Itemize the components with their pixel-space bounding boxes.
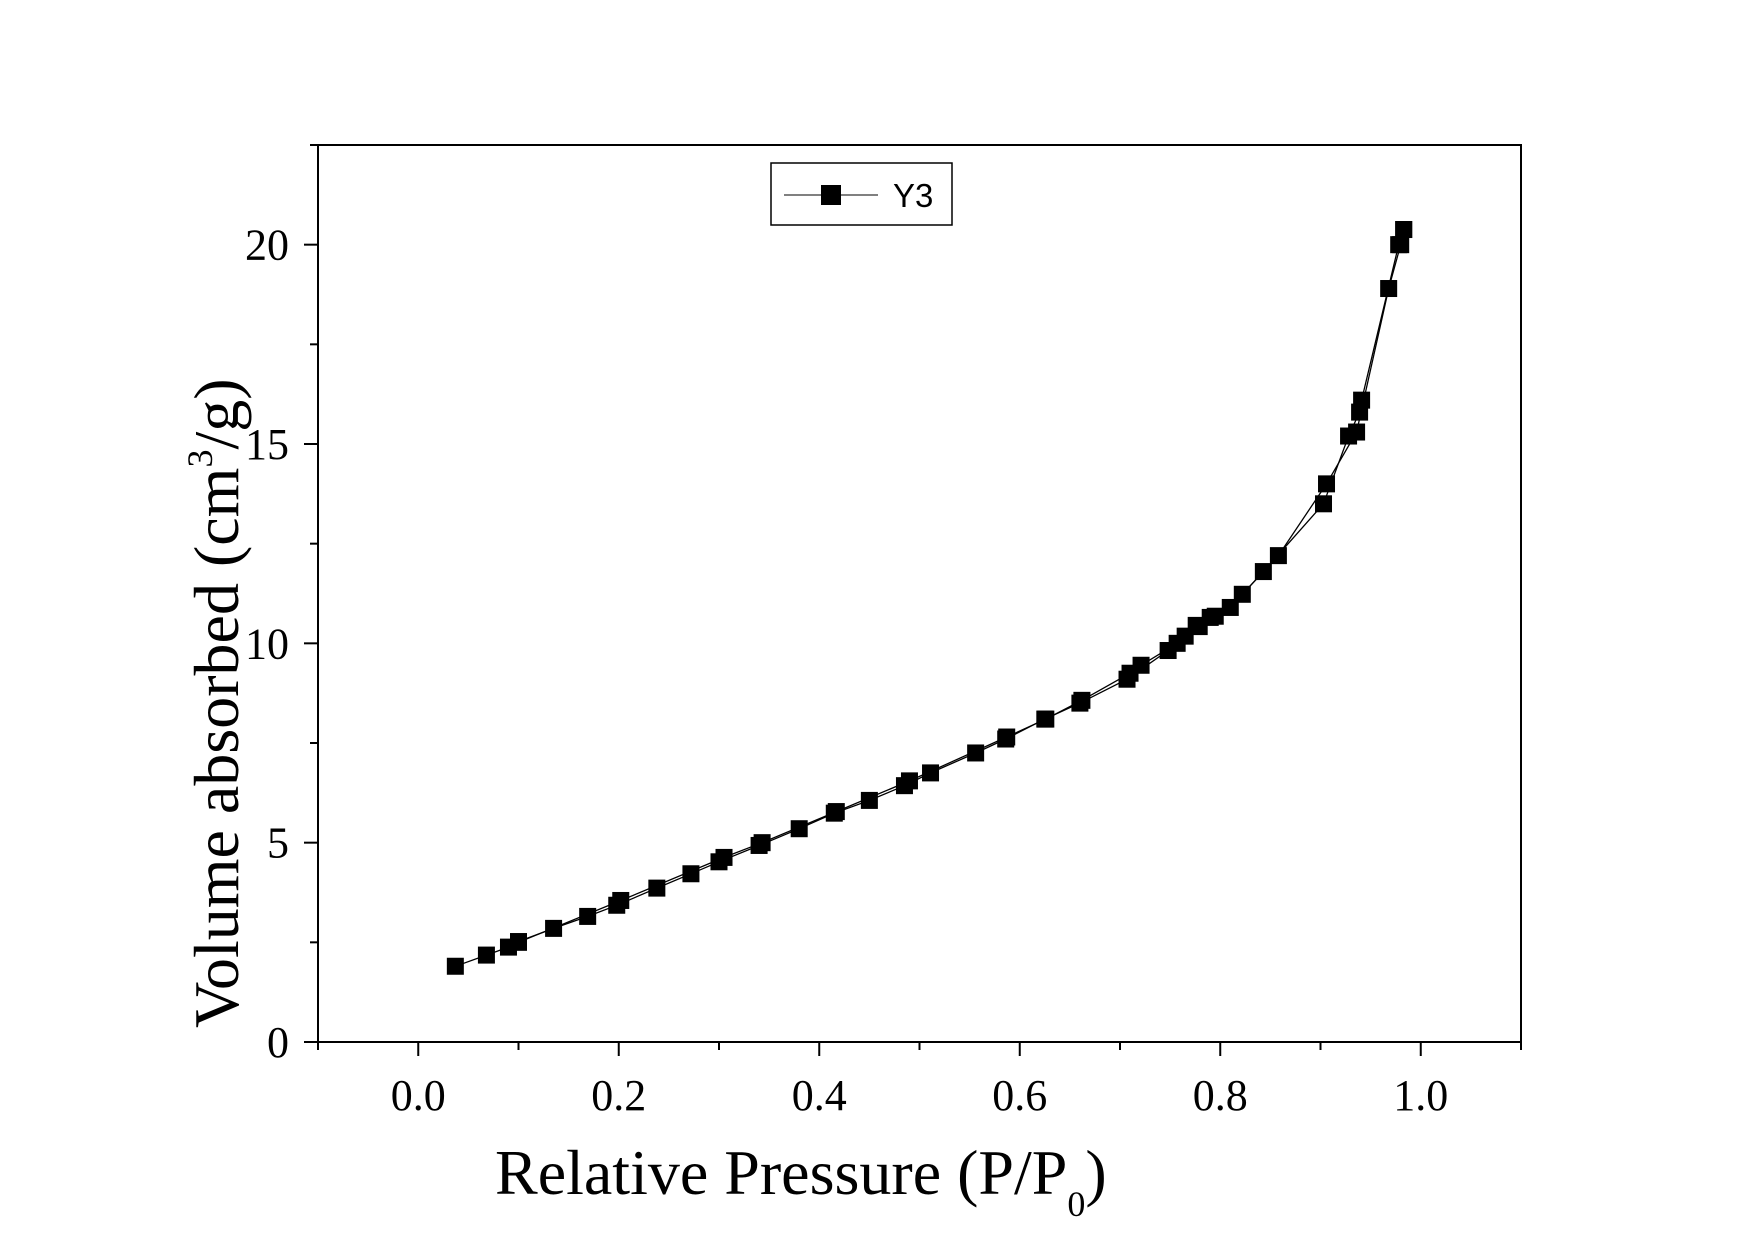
y-axis-label-superscript: 3: [180, 450, 220, 468]
data-point: [922, 764, 940, 782]
data-point: [998, 728, 1016, 746]
data-point: [1201, 608, 1219, 626]
data-point: [790, 820, 808, 838]
data-point: [1340, 427, 1358, 445]
series-lines: [455, 229, 1405, 967]
data-point: [1318, 475, 1336, 493]
legend-box: [770, 162, 953, 226]
data-point: [1254, 563, 1272, 581]
data-point: [446, 957, 464, 975]
data-point: [1037, 710, 1055, 728]
data-point: [827, 803, 845, 821]
x-tick-label: 0.4: [792, 1071, 847, 1120]
x-tick-label: 1.0: [1393, 1071, 1448, 1120]
x-tick-label: 0.0: [391, 1071, 446, 1120]
data-point: [1221, 598, 1239, 616]
data-point: [477, 946, 495, 964]
data-point: [715, 848, 733, 866]
data-point: [1269, 547, 1287, 565]
data-point: [1390, 236, 1408, 254]
data-point: [1233, 585, 1251, 603]
y-tick-label: 15: [245, 420, 289, 469]
x-axis-label-end: ): [1085, 1137, 1106, 1208]
data-point: [1395, 221, 1413, 239]
data-point: [860, 791, 878, 809]
data-point: [612, 891, 630, 909]
y-tick-label: 0: [267, 1018, 289, 1067]
data-point: [545, 919, 563, 937]
axis-ticks: [304, 144, 1522, 1056]
y-tick-label: 10: [245, 619, 289, 668]
data-point: [753, 834, 771, 852]
data-point: [1315, 495, 1333, 513]
data-point: [682, 865, 700, 883]
data-point: [1168, 634, 1186, 652]
y-axis-label: Volume absorbed (cm3/g): [180, 378, 252, 1028]
y-axis-label-end: /g): [181, 378, 252, 449]
data-point: [510, 933, 527, 951]
y-axis-label-main: Volume absorbed (cm: [181, 468, 252, 1028]
series-markers: [446, 221, 1413, 975]
data-point: [648, 879, 666, 897]
tick-labels: 0.0 0.2 0.4 0.6 0.8 1.0 0 5 10 15 20: [245, 221, 1448, 1120]
data-point: [1187, 616, 1205, 634]
data-point: [900, 772, 918, 790]
data-point: [1121, 664, 1139, 682]
x-tick-label: 0.2: [591, 1071, 646, 1120]
x-axis-label-main: Relative Pressure (P/P: [495, 1137, 1067, 1208]
series-line: [455, 229, 1405, 967]
x-tick-label: 0.6: [992, 1071, 1047, 1120]
data-point: [967, 744, 985, 762]
y-tick-label: 20: [245, 221, 289, 270]
x-tick-label: 0.8: [1193, 1071, 1248, 1120]
series-line: [518, 229, 1405, 943]
data-point: [1073, 691, 1091, 709]
legend-marker: [821, 185, 841, 205]
data-point: [1380, 280, 1398, 298]
legend: Y3: [770, 162, 953, 226]
plot-frame: [317, 144, 1522, 1043]
x-axis-label: Relative Pressure (P/P0): [495, 1137, 1107, 1224]
y-tick-label: 5: [267, 819, 289, 868]
x-axis-label-subscript: 0: [1067, 1184, 1085, 1224]
data-point: [579, 907, 597, 925]
legend-label: Y3: [893, 177, 933, 214]
data-point: [1351, 403, 1369, 421]
